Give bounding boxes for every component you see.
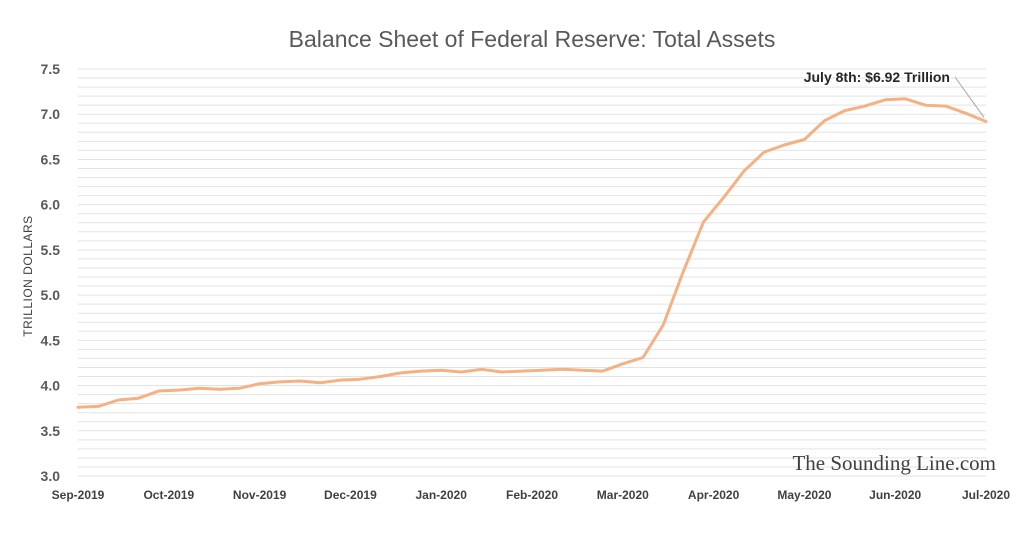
y-tick-label: 5.0 [41,287,61,303]
annotation-leader-line [954,76,985,118]
y-tick-label: 5.5 [41,242,61,258]
x-axis-ticks: Sep-2019 Oct-2019 Nov-2019 Dec-2019 Jan-2020… [52,488,1011,502]
x-tick-label: Feb-2020 [506,488,558,502]
series-line [76,97,988,409]
y-axis-ticks: 3.0 3.5 4.0 4.5 5.0 5.5 6.0 6.5 7.0 7.5 [41,61,61,484]
x-tick-label: Jul-2020 [962,488,1010,502]
y-axis-label: TRILLION DOLLARS [21,215,35,336]
x-tick-label: Nov-2019 [233,488,287,502]
chart-title: Balance Sheet of Federal Reserve: Total … [289,26,776,52]
x-tick-label: Oct-2019 [143,488,194,502]
y-tick-label: 3.0 [41,468,61,484]
x-tick-label: May-2020 [777,488,831,502]
x-tick-label: Dec-2019 [324,488,377,502]
gridlines [78,68,986,477]
x-tick-label: Mar-2020 [597,488,649,502]
x-tick-label: Jun-2020 [869,488,921,502]
series-group [76,97,988,409]
y-tick-label: 6.0 [41,197,61,213]
y-tick-label: 3.5 [41,423,61,439]
x-tick-label: Apr-2020 [688,488,740,502]
y-tick-label: 7.0 [41,106,61,122]
x-tick-label: Sep-2019 [52,488,105,502]
annotation-label: July 8th: $6.92 Trillion [804,69,950,85]
x-tick-label: Jan-2020 [416,488,468,502]
watermark: The Sounding Line.com [792,451,996,475]
y-tick-label: 4.0 [41,378,61,394]
y-tick-label: 6.5 [41,151,61,167]
y-tick-label: 4.5 [41,332,61,348]
y-tick-label: 7.5 [41,61,61,77]
